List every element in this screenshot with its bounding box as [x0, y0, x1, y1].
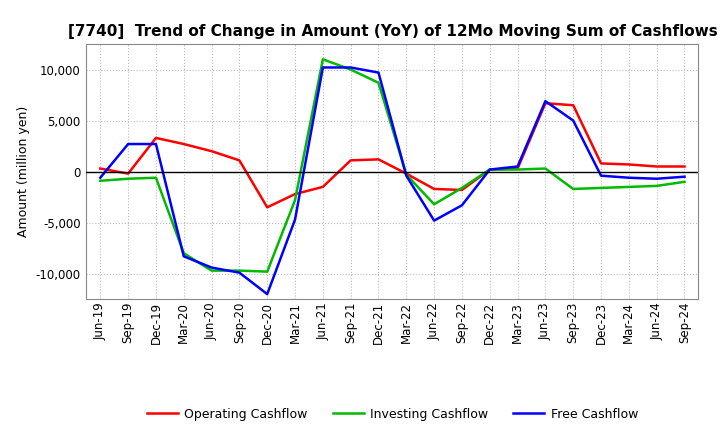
Investing Cashflow — [541, 166, 550, 171]
Free Cashflow — [263, 291, 271, 297]
Operating Cashflow — [235, 158, 243, 163]
Investing Cashflow — [179, 251, 188, 256]
Investing Cashflow — [263, 269, 271, 274]
Operating Cashflow — [346, 158, 355, 163]
Operating Cashflow — [652, 164, 661, 169]
Operating Cashflow — [430, 186, 438, 191]
Free Cashflow — [291, 217, 300, 222]
Free Cashflow — [541, 99, 550, 104]
Free Cashflow — [597, 173, 606, 178]
Free Cashflow — [569, 118, 577, 123]
Operating Cashflow — [513, 166, 522, 171]
Investing Cashflow — [374, 80, 383, 85]
Free Cashflow — [235, 270, 243, 275]
Operating Cashflow — [291, 191, 300, 197]
Investing Cashflow — [291, 198, 300, 203]
Investing Cashflow — [152, 175, 161, 180]
Investing Cashflow — [652, 183, 661, 188]
Operating Cashflow — [597, 161, 606, 166]
Free Cashflow — [179, 254, 188, 259]
Operating Cashflow — [152, 135, 161, 140]
Free Cashflow — [374, 70, 383, 75]
Free Cashflow — [346, 65, 355, 70]
Investing Cashflow — [124, 176, 132, 181]
Operating Cashflow — [458, 187, 467, 193]
Free Cashflow — [96, 175, 104, 180]
Operating Cashflow — [124, 171, 132, 176]
Free Cashflow — [430, 218, 438, 223]
Investing Cashflow — [207, 268, 216, 273]
Operating Cashflow — [374, 157, 383, 162]
Free Cashflow — [680, 174, 689, 180]
Investing Cashflow — [513, 167, 522, 172]
Investing Cashflow — [430, 202, 438, 207]
Operating Cashflow — [624, 162, 633, 167]
Line: Investing Cashflow: Investing Cashflow — [100, 59, 685, 271]
Free Cashflow — [458, 203, 467, 208]
Operating Cashflow — [569, 103, 577, 108]
Investing Cashflow — [318, 57, 327, 62]
Investing Cashflow — [96, 178, 104, 183]
Investing Cashflow — [569, 186, 577, 191]
Operating Cashflow — [402, 171, 410, 176]
Operating Cashflow — [485, 167, 494, 172]
Investing Cashflow — [680, 179, 689, 184]
Free Cashflow — [318, 65, 327, 70]
Investing Cashflow — [235, 268, 243, 273]
Operating Cashflow — [96, 166, 104, 171]
Operating Cashflow — [680, 164, 689, 169]
Free Cashflow — [624, 175, 633, 180]
Free Cashflow — [485, 167, 494, 172]
Free Cashflow — [513, 164, 522, 169]
Free Cashflow — [402, 173, 410, 178]
Investing Cashflow — [485, 167, 494, 172]
Operating Cashflow — [263, 205, 271, 210]
Operating Cashflow — [318, 184, 327, 190]
Free Cashflow — [652, 176, 661, 181]
Y-axis label: Amount (million yen): Amount (million yen) — [17, 106, 30, 237]
Operating Cashflow — [179, 141, 188, 147]
Legend: Operating Cashflow, Investing Cashflow, Free Cashflow: Operating Cashflow, Investing Cashflow, … — [142, 403, 643, 425]
Line: Operating Cashflow: Operating Cashflow — [100, 103, 685, 207]
Title: [7740]  Trend of Change in Amount (YoY) of 12Mo Moving Sum of Cashflows: [7740] Trend of Change in Amount (YoY) o… — [68, 24, 717, 39]
Investing Cashflow — [402, 172, 410, 177]
Line: Free Cashflow: Free Cashflow — [100, 67, 685, 294]
Operating Cashflow — [207, 149, 216, 154]
Investing Cashflow — [458, 185, 467, 191]
Free Cashflow — [124, 141, 132, 147]
Free Cashflow — [152, 141, 161, 147]
Free Cashflow — [207, 265, 216, 270]
Operating Cashflow — [541, 101, 550, 106]
Investing Cashflow — [346, 67, 355, 72]
Investing Cashflow — [597, 185, 606, 191]
Investing Cashflow — [624, 184, 633, 190]
